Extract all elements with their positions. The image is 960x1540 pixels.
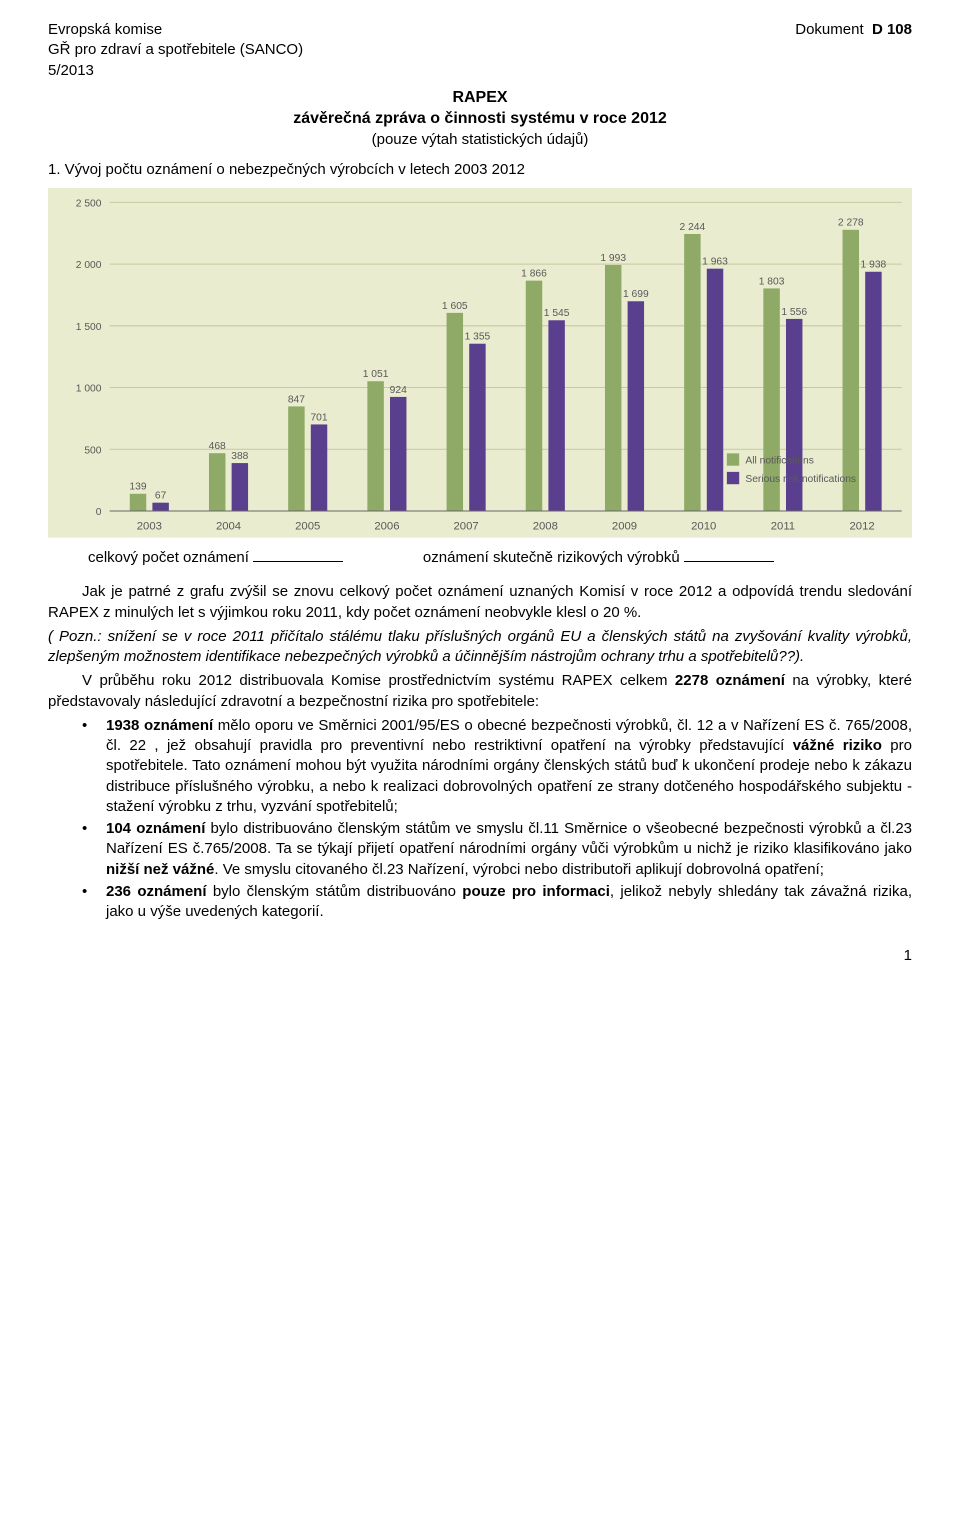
svg-text:847: 847 [288,395,305,406]
chart-svg: 0 500 1 000 1 500 2 000 2 500 139 67 2003 468 388 2… [48,188,912,538]
page-number: 1 [48,946,912,966]
svg-text:2006: 2006 [374,521,399,533]
svg-text:2 278: 2 278 [838,218,864,229]
svg-text:Serious risk notifications: Serious risk notifications [745,475,856,486]
paragraph-2: V průběhu roku 2012 distribuovala Komise… [48,671,912,712]
svg-text:2012: 2012 [850,521,875,533]
svg-text:1 355: 1 355 [465,332,491,343]
page-header: Evropská komise GŘ pro zdraví a spotřebi… [48,20,912,81]
svg-text:67: 67 [155,491,167,502]
svg-text:500: 500 [84,446,101,457]
header-date: 5/2013 [48,61,303,81]
svg-text:1 803: 1 803 [759,277,785,288]
svg-text:1 866: 1 866 [521,269,547,280]
bullet-3: 236 oznámení bylo členským státům distri… [82,882,912,923]
section-1-heading: 1. Vývoj počtu oznámení o nebezpečných v… [48,160,912,180]
doc-label: Dokument [795,21,863,38]
svg-text:All notifications: All notifications [745,456,813,467]
svg-text:1 000: 1 000 [76,384,102,395]
legend-right: oznámení skutečně rizikových výrobků [423,548,774,568]
svg-text:2 000: 2 000 [76,261,102,272]
svg-text:2 500: 2 500 [76,199,102,210]
svg-text:2 244: 2 244 [680,222,706,233]
title-line-1: RAPEX [48,87,912,109]
svg-text:2010: 2010 [691,521,716,533]
svg-text:2007: 2007 [454,521,479,533]
svg-text:2009: 2009 [612,521,637,533]
title-sub: (pouze výtah statistických údajů) [48,130,912,150]
svg-text:2003: 2003 [137,521,162,533]
paragraph-1: Jak je patrné z grafu zvýšil se znovu ce… [48,582,912,623]
svg-text:1 699: 1 699 [623,290,649,301]
svg-text:1 556: 1 556 [781,307,807,318]
legend-left: celkový počet oznámení [88,548,343,568]
org-line-1: Evropská komise [48,20,303,40]
svg-text:1 993: 1 993 [600,253,626,264]
paragraph-note: ( Pozn.: snížení se v roce 2011 přičítal… [48,627,912,668]
svg-text:924: 924 [390,385,407,396]
header-left: Evropská komise GŘ pro zdraví a spotřebi… [48,20,303,81]
svg-text:139: 139 [129,482,146,493]
doc-number: D 108 [872,21,912,38]
svg-text:2011: 2011 [771,521,795,533]
svg-text:1 051: 1 051 [363,370,389,381]
svg-text:1 605: 1 605 [442,301,468,312]
svg-text:1 938: 1 938 [861,260,887,271]
title-line-2: závěrečná zpráva o činnosti systému v ro… [48,108,912,130]
svg-text:2005: 2005 [295,521,320,533]
svg-text:701: 701 [310,413,327,424]
svg-text:1 963: 1 963 [702,257,728,268]
svg-text:388: 388 [231,451,248,462]
svg-text:2004: 2004 [216,521,241,533]
bullet-2: 104 oznámení bylo distribuováno členským… [82,819,912,880]
bullet-1: 1938 oznámení mělo oporu ve Směrnici 200… [82,716,912,817]
svg-text:1 500: 1 500 [76,322,102,333]
svg-text:1 545: 1 545 [544,309,570,320]
svg-text:468: 468 [209,442,226,453]
org-line-2: GŘ pro zdraví a spotřebitele (SANCO) [48,40,303,60]
title-block: RAPEX závěrečná zpráva o činnosti systém… [48,87,912,130]
header-right: Dokument D 108 [795,20,912,40]
bar-chart: 0 500 1 000 1 500 2 000 2 500 139 67 2003 468 388 2… [48,188,912,538]
below-chart-legend: celkový počet oznámení oznámení skutečně… [88,548,912,568]
bullet-list: 1938 oznámení mělo oporu ve Směrnici 200… [82,716,912,923]
svg-text:2008: 2008 [533,521,558,533]
svg-text:0: 0 [96,508,102,519]
